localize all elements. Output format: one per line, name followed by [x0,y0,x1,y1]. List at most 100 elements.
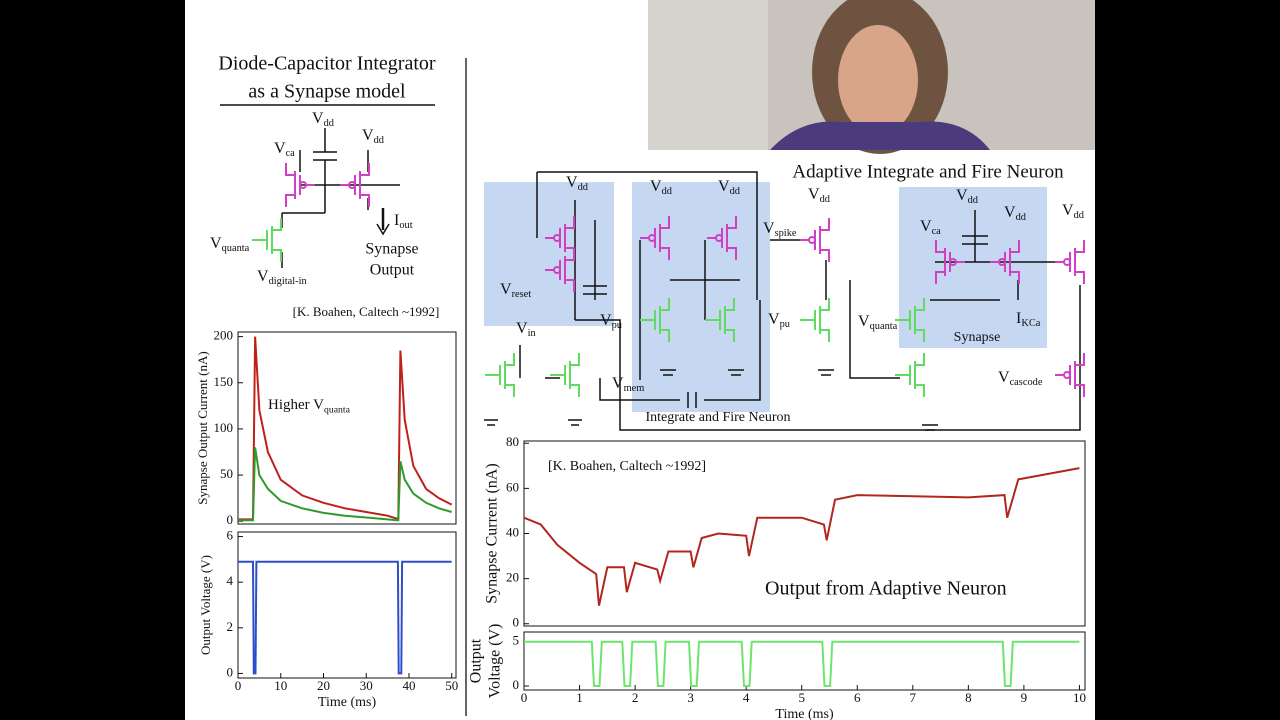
fet-bubble [648,234,656,242]
label: Vca [274,140,295,160]
label-main: V [956,187,968,204]
label-sub: pu [612,320,623,331]
label: Vin [516,320,536,340]
label-sub: cascode [1010,377,1043,388]
label-sub: mem [624,383,645,394]
plot-frame [237,331,457,525]
label-main: I [394,212,399,229]
x-tick-label: 10 [274,678,287,693]
x-tick-label: 1 [576,690,583,705]
circuit-blocks [484,182,1047,412]
fet-bubble [1063,258,1071,266]
caption: Output [370,262,415,279]
label: Higher Vquanta [268,397,351,415]
label-sub: KCa [1021,318,1040,329]
y-tick-label: 60 [506,479,519,494]
label-main: V [362,127,374,144]
fet [252,218,282,262]
label: Vspike [763,220,797,240]
label-sub: dd [1074,210,1085,221]
y-tick-label: 200 [214,328,234,343]
label: Vquanta [210,235,250,255]
plot-frame [523,440,1086,627]
x-tick-label: 0 [521,690,528,705]
x-tick-label: 0 [235,678,242,693]
fet-bubble [299,181,307,189]
y-axis-label: Output Voltage (V) [198,555,213,655]
label-sub: dd [730,186,741,197]
block [632,182,770,412]
label-main: V [210,235,222,252]
label-sub: pu [780,319,791,330]
y-axis-label: Synapse Current (nA) [484,463,501,603]
block-label: Synapse [954,330,1001,345]
fet-bubble [715,234,723,242]
label-main: V [257,268,269,285]
webcam [648,0,1095,154]
label-main: V [566,174,578,191]
label-main: V [1062,202,1074,219]
x-tick-label: 7 [910,690,917,705]
shirt [770,121,990,150]
label: Vpu [600,312,623,332]
label-sub: quanta [870,321,898,332]
label: Vquanta [858,313,898,333]
label-sub: dd [578,182,589,193]
x-tick-label: 40 [402,678,415,693]
block [484,182,614,326]
label: Vdd [650,178,673,198]
fet [895,298,925,342]
label-main: I [1016,310,1021,327]
label: Vdd [1004,204,1027,224]
fet-bubble [553,266,561,274]
left-title: as a Synapse model [248,81,406,103]
y-tick-label: 20 [506,570,519,585]
fet [895,353,925,397]
fet [800,298,830,342]
caption: Synapse [365,241,418,258]
block [899,187,1047,348]
x-tick-label: 9 [1021,690,1028,705]
label-sub: reset [512,289,532,300]
label: Vmem [612,375,644,395]
fet-bubble [998,258,1006,266]
fet-bubble [348,181,356,189]
ground [484,369,938,431]
fet-bubble [808,236,816,244]
transistors [252,163,1085,397]
fet [485,353,515,397]
label: Vdd [1062,202,1085,222]
fet-bubble [949,258,957,266]
label-sub: quanta [222,243,250,254]
data-line [238,560,452,675]
y-tick-label: 5 [513,633,520,648]
label-main: V [600,312,612,329]
label-main: V [516,320,528,337]
plot-frame [237,531,457,679]
y-axis-label: Voltage (V) [487,624,504,699]
x-tick-label: 10 [1073,690,1086,705]
label-sub: dd [968,195,979,206]
label: Vcascode [998,369,1043,389]
block-label: Integrate and Fire Neuron [646,410,791,425]
label: Vdd [808,186,831,206]
label-main: Higher V [268,397,324,413]
label: Vdd [566,174,589,194]
label-sub: in [528,328,537,339]
y-tick-label: 0 [513,677,520,692]
label-main: V [768,311,780,328]
y-tick-label: 0 [227,512,234,527]
fet [705,298,735,342]
x-axis-label: Time (ms) [775,707,834,720]
label: Vca [920,218,941,238]
label-main: V [808,186,820,203]
label: IKCa [1016,310,1041,330]
y-tick-label: 80 [506,434,519,449]
label-main: V [858,313,870,330]
label-main: V [500,281,512,298]
data-line [238,447,452,522]
label: Vdd [312,110,335,130]
x-tick-label: 30 [360,678,373,693]
face [838,25,918,135]
